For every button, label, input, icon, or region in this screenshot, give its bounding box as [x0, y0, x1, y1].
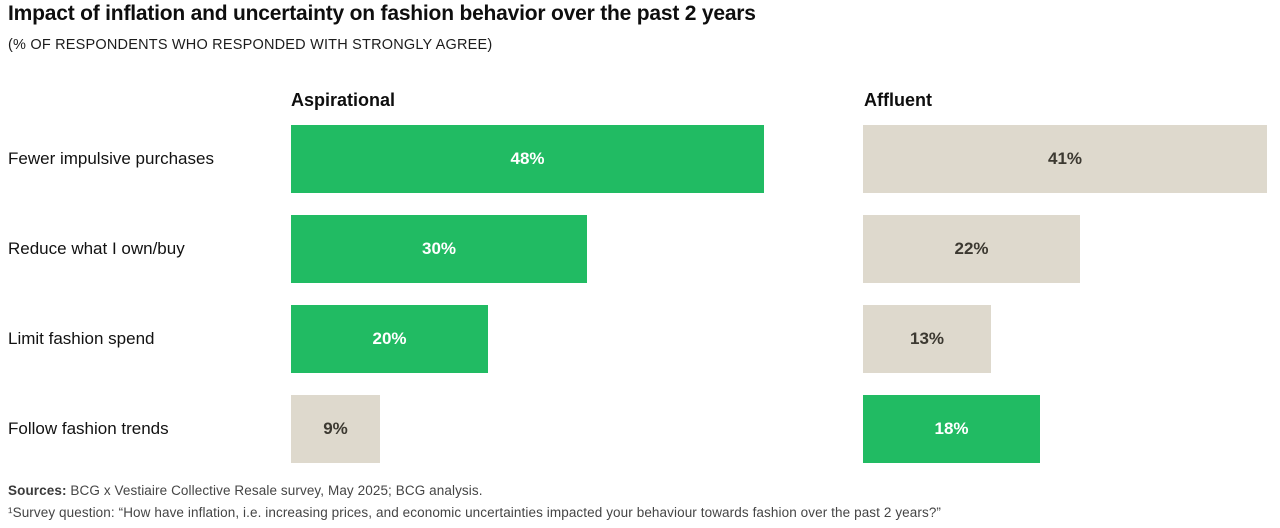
- bar-affluent: 18%: [863, 395, 1040, 463]
- bar-value-label: 13%: [909, 329, 945, 348]
- category-label: Follow fashion trends: [8, 419, 169, 438]
- sources-text: BCG x Vestiaire Collective Resale survey…: [66, 483, 483, 498]
- sources-note: Sources: BCG x Vestiaire Collective Resa…: [8, 483, 483, 498]
- bar-value-label: 30%: [421, 239, 457, 258]
- category-label: Fewer impulsive purchases: [8, 149, 214, 168]
- category-label: Limit fashion spend: [8, 329, 155, 348]
- survey-question-note: ¹Survey question: “How have inflation, i…: [8, 505, 942, 520]
- bar-value-label: 22%: [954, 239, 989, 258]
- chart-subtitle: (% OF RESPONDENTS WHO RESPONDED WITH STR…: [8, 37, 493, 53]
- bar-aspirational: 20%: [291, 305, 488, 373]
- bar-affluent: 13%: [863, 305, 991, 373]
- bar-aspirational: 9%: [291, 395, 380, 463]
- bar-value-label: 18%: [934, 419, 969, 438]
- column-header-aspirational: Aspirational: [291, 90, 396, 110]
- bar-value-label: 48%: [510, 149, 545, 168]
- column-header-affluent: Affluent: [864, 90, 932, 110]
- bar-affluent: 41%: [863, 125, 1267, 193]
- bar-value-label: 41%: [1047, 149, 1083, 168]
- category-label: Reduce what I own/buy: [8, 239, 185, 258]
- bar-affluent: 22%: [863, 215, 1080, 283]
- sources-label: Sources:: [8, 483, 67, 498]
- bar-aspirational: 30%: [291, 215, 587, 283]
- bar-value-label: 20%: [372, 329, 407, 348]
- bar-aspirational: 48%: [291, 125, 764, 193]
- bar-value-label: 9%: [323, 419, 348, 438]
- page-title: Impact of inflation and uncertainty on f…: [8, 2, 756, 25]
